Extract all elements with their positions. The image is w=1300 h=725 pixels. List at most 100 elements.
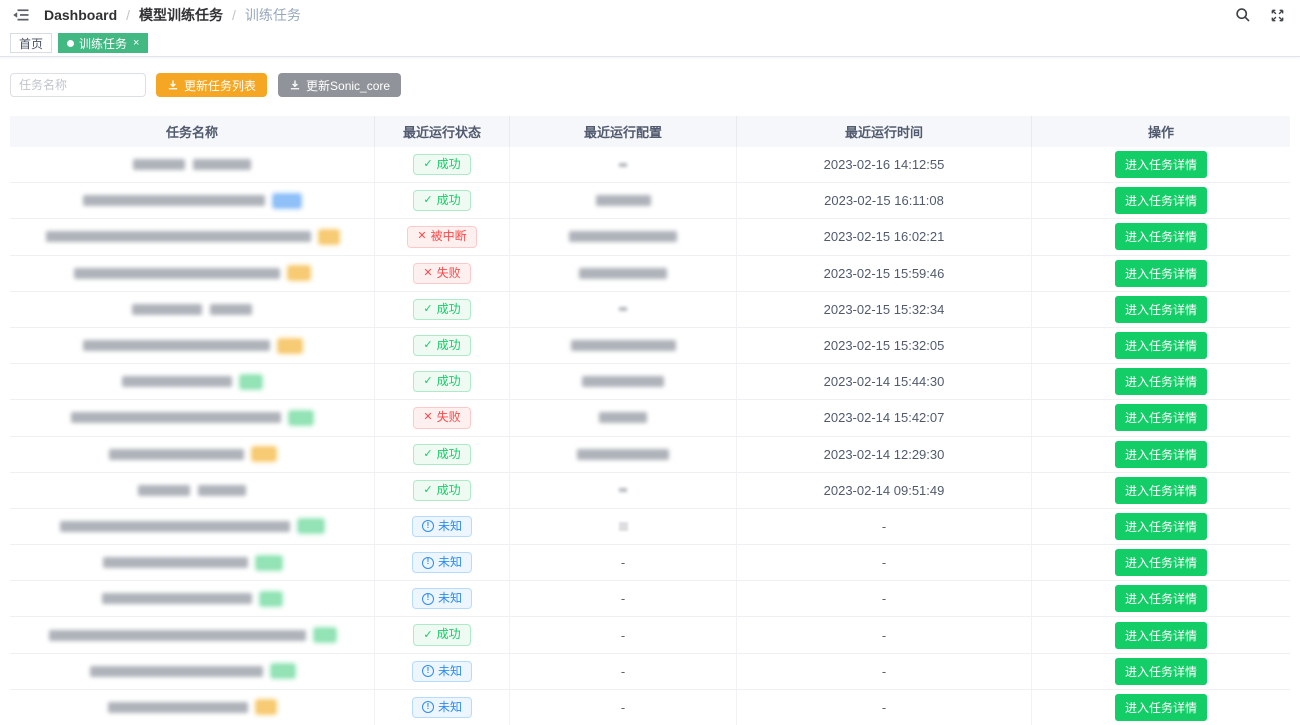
cell-run-status: ! 未知 bbox=[375, 508, 510, 545]
cell-task-name bbox=[10, 436, 375, 472]
check-icon: ✓ bbox=[423, 194, 433, 207]
enter-task-detail-button[interactable]: 进入任务详情 bbox=[1114, 368, 1207, 396]
status-label: 成功 bbox=[436, 374, 461, 389]
cell-run-status: ✕ 失败 bbox=[375, 400, 510, 436]
update-task-list-button[interactable]: 更新任务列表 bbox=[156, 73, 268, 97]
run-config-empty: - bbox=[620, 555, 626, 571]
enter-task-detail-button[interactable]: 进入任务详情 bbox=[1114, 187, 1207, 215]
table-row: ✓ 成功 2023-02-14 09:51:49 进入任务详情 bbox=[10, 472, 1290, 509]
task-tag-green bbox=[313, 628, 336, 643]
status-label: 失败 bbox=[436, 410, 461, 425]
enter-task-detail-button[interactable]: 进入任务详情 bbox=[1114, 512, 1207, 540]
cell-actions: 进入任务详情 bbox=[1032, 545, 1290, 580]
info-circle-icon: ! bbox=[421, 556, 434, 569]
status-label: 失败 bbox=[436, 265, 461, 280]
enter-task-detail-button[interactable]: 进入任务详情 bbox=[1114, 332, 1207, 360]
redacted-run-config bbox=[599, 412, 647, 424]
table-row: ✕ 失败 2023-02-14 15:42:07 进入任务详情 bbox=[10, 400, 1290, 437]
check-icon: ✓ bbox=[423, 447, 433, 460]
run-time-value: 2023-02-14 15:44:30 bbox=[823, 374, 945, 390]
enter-task-detail-button[interactable]: 进入任务详情 bbox=[1114, 295, 1207, 323]
enter-task-detail-button[interactable]: 进入任务详情 bbox=[1114, 223, 1207, 251]
close-tab-icon[interactable]: × bbox=[133, 36, 140, 49]
cell-run-config bbox=[510, 183, 737, 219]
task-tag-yellow bbox=[288, 266, 310, 281]
table-row: ✓ 成功 - - 进入任务详情 bbox=[10, 617, 1290, 654]
enter-task-detail-button[interactable]: 进入任务详情 bbox=[1114, 404, 1207, 432]
cell-run-config bbox=[510, 508, 737, 545]
redacted-task-name bbox=[133, 159, 185, 171]
redacted-task-name bbox=[132, 303, 202, 315]
x-icon: ✕ bbox=[423, 266, 433, 279]
breadcrumb-model-training[interactable]: 模型训练任务 bbox=[139, 7, 224, 23]
cell-run-time: 2023-02-15 15:32:05 bbox=[737, 327, 1032, 364]
task-tag-yellow bbox=[277, 338, 302, 353]
redacted-task-name bbox=[60, 520, 290, 532]
cell-run-status: ✕ 失败 bbox=[375, 255, 510, 291]
sidebar-fold-icon[interactable] bbox=[10, 5, 30, 25]
redacted-run-config bbox=[619, 162, 627, 167]
cell-run-time: - bbox=[737, 545, 1032, 581]
cell-run-status: ! 未知 bbox=[375, 545, 510, 581]
cell-actions: 进入任务详情 bbox=[1032, 292, 1290, 327]
cell-actions: 进入任务详情 bbox=[1032, 400, 1290, 435]
tab-training-tasks[interactable]: 训练任务 × bbox=[58, 33, 149, 53]
enter-task-detail-button[interactable]: 进入任务详情 bbox=[1114, 621, 1207, 649]
task-tag-green bbox=[255, 555, 282, 570]
enter-task-detail-button[interactable]: 进入任务详情 bbox=[1114, 151, 1207, 179]
enter-task-detail-button[interactable]: 进入任务详情 bbox=[1114, 259, 1207, 287]
task-name-input[interactable] bbox=[10, 73, 146, 97]
run-time-value: - bbox=[881, 518, 887, 534]
fullscreen-icon[interactable] bbox=[1268, 6, 1286, 24]
redacted-task-name bbox=[102, 593, 252, 605]
redacted-task-name bbox=[193, 159, 251, 171]
cell-actions: 进入任务详情 bbox=[1032, 437, 1290, 472]
cell-task-name bbox=[10, 653, 375, 689]
redacted-task-name bbox=[82, 340, 270, 352]
search-icon[interactable] bbox=[1234, 6, 1252, 24]
status-badge-success: ✓ 成功 bbox=[413, 479, 471, 501]
enter-task-detail-button[interactable]: 进入任务详情 bbox=[1114, 693, 1207, 721]
cell-run-config bbox=[510, 436, 737, 472]
enter-task-detail-button[interactable]: 进入任务详情 bbox=[1114, 657, 1207, 685]
check-icon: ✓ bbox=[423, 628, 433, 641]
task-tag-green bbox=[289, 410, 313, 425]
check-icon: ✓ bbox=[423, 302, 433, 315]
cell-task-name bbox=[10, 219, 375, 255]
download-icon bbox=[168, 80, 178, 90]
task-tag-yellow bbox=[318, 229, 339, 244]
task-tag-green bbox=[240, 374, 262, 389]
cell-run-time: - bbox=[737, 508, 1032, 545]
table-row: ! 未知 - - 进入任务详情 bbox=[10, 581, 1290, 618]
column-header-task-name: 任务名称 bbox=[10, 116, 375, 147]
redacted-task-name bbox=[108, 701, 248, 713]
status-badge-unknown: ! 未知 bbox=[411, 696, 472, 718]
status-badge-success: ✓ 成功 bbox=[413, 190, 471, 212]
column-header-run-status: 最近运行状态 bbox=[375, 116, 510, 147]
cell-run-status: ! 未知 bbox=[375, 653, 510, 689]
cell-actions: 进入任务详情 bbox=[1032, 256, 1290, 291]
enter-task-detail-button[interactable]: 进入任务详情 bbox=[1114, 440, 1207, 468]
cell-run-time: 2023-02-14 15:44:30 bbox=[737, 364, 1032, 400]
cell-run-status: ✓ 成功 bbox=[375, 436, 510, 472]
update-sonic-core-button[interactable]: 更新Sonic_core bbox=[278, 73, 402, 97]
cell-run-time: - bbox=[737, 653, 1032, 689]
cell-run-status: ✓ 成功 bbox=[375, 364, 510, 400]
status-label: 未知 bbox=[437, 591, 462, 606]
cell-run-time: 2023-02-14 09:51:49 bbox=[737, 472, 1032, 508]
enter-task-detail-button[interactable]: 进入任务详情 bbox=[1114, 476, 1207, 504]
cell-actions: 进入任务详情 bbox=[1032, 617, 1290, 652]
enter-task-detail-button[interactable]: 进入任务详情 bbox=[1114, 585, 1207, 613]
breadcrumb-separator: / bbox=[126, 7, 131, 23]
cell-run-time: 2023-02-14 12:29:30 bbox=[737, 436, 1032, 472]
run-config-empty: - bbox=[620, 591, 626, 607]
cell-run-config bbox=[510, 255, 737, 291]
enter-task-detail-button[interactable]: 进入任务详情 bbox=[1114, 549, 1207, 577]
table-row: ✓ 成功 2023-02-15 15:32:05 进入任务详情 bbox=[10, 327, 1290, 365]
breadcrumb-dashboard[interactable]: Dashboard bbox=[44, 7, 118, 23]
table-row: ✕ 被中断 2023-02-15 16:02:21 进入任务详情 bbox=[10, 219, 1290, 256]
tab-home[interactable]: 首页 bbox=[10, 33, 53, 53]
task-tag-green bbox=[260, 591, 282, 606]
column-header-run-time: 最近运行时间 bbox=[737, 116, 1032, 147]
run-config-empty: - bbox=[620, 663, 626, 679]
